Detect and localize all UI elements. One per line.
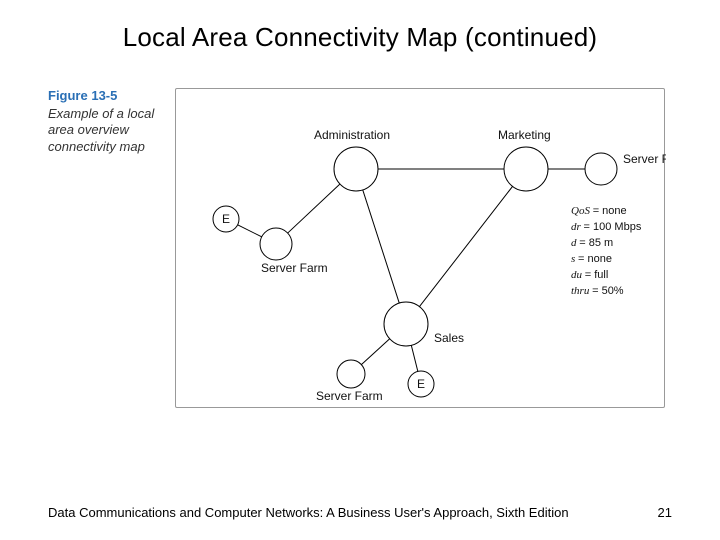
node-label-sf1: Server Farm [261,261,328,275]
edge-admin-sf1 [288,184,340,233]
metric-QoS: QoS = none [571,205,627,217]
node-label-sf3: Server Farm [316,389,383,403]
node-sf1 [260,228,292,260]
node-sf3 [337,360,365,388]
metric-du: du = full [571,269,608,281]
diagram-frame: Administration Marketing Sales Server Farm E… [175,88,665,408]
metric-s: s = none [571,253,612,265]
metric-d: d = 85 m [571,237,613,249]
node-label-admin: Administration [314,128,390,142]
edge-sales-e2 [411,345,418,371]
page-number: 21 [658,505,672,520]
node-admin [334,147,378,191]
figure-caption: Example of a local area overview connect… [48,106,168,155]
edge-sf1-e1 [238,225,262,237]
edge-mkt-sales [419,186,512,306]
figure-number: Figure 13-5 [48,88,117,103]
connectivity-diagram: Administration Marketing Sales Server Farm E… [176,89,666,409]
node-sales [384,302,428,346]
node-label-e2: E [417,377,425,391]
edge-sales-sf3 [361,339,389,365]
node-label-sf2: Server Farm [623,152,666,166]
edge-admin-sales [363,190,399,303]
node-sf2 [585,153,617,185]
node-label-e1: E [222,212,230,226]
metric-thru: thru = 50% [571,285,624,297]
page-title: Local Area Connectivity Map (continued) [0,22,720,53]
footer-text: Data Communications and Computer Network… [48,505,569,520]
metric-dr: dr = 100 Mbps [571,221,642,233]
slide: Local Area Connectivity Map (continued) … [0,0,720,540]
node-label-sales: Sales [434,331,464,345]
node-label-mkt: Marketing [498,128,551,142]
node-mkt [504,147,548,191]
